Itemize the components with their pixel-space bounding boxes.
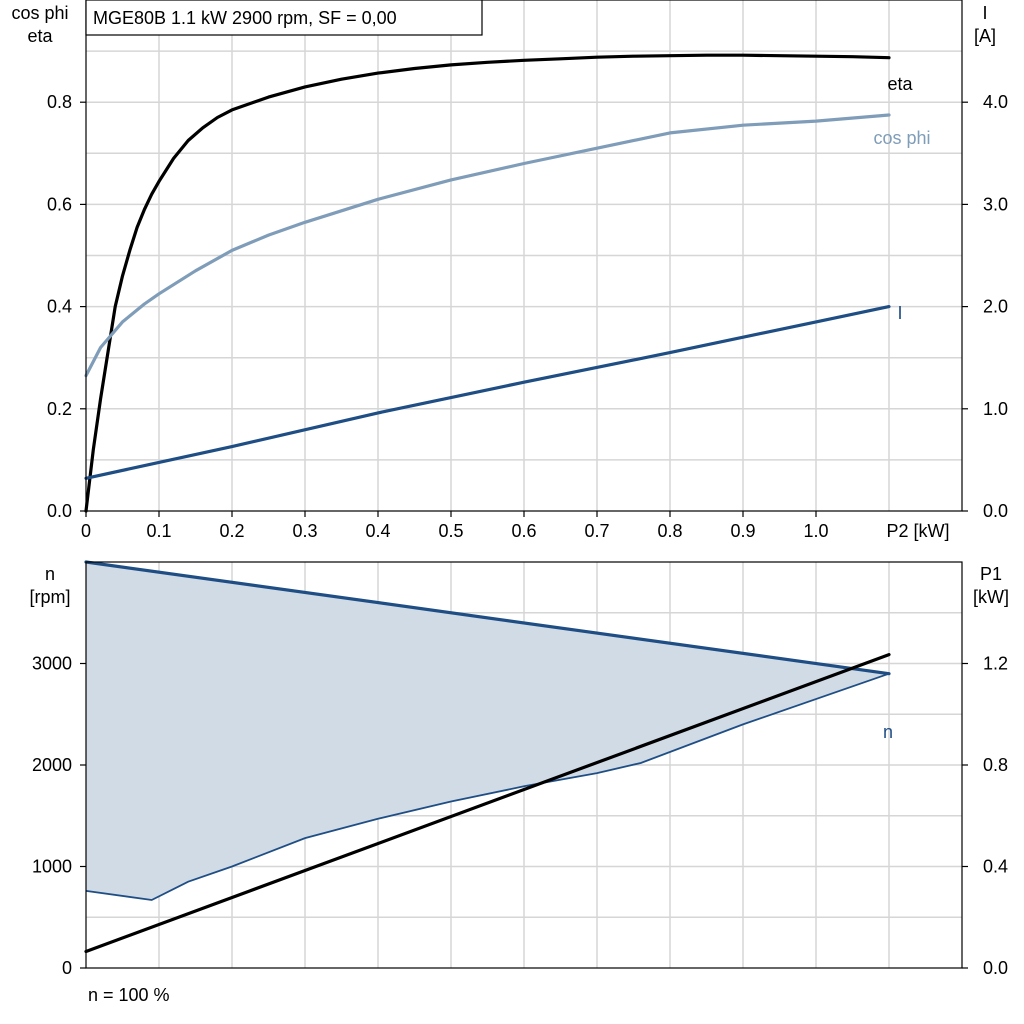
bottom-series-group	[84, 560, 891, 954]
bottom-left-tick-label: 3000	[32, 654, 72, 674]
series-line-cos-phi	[84, 113, 891, 378]
series-line-i	[84, 305, 891, 480]
top-series-group	[84, 53, 891, 513]
right-tick-label: 4.0	[983, 92, 1008, 112]
bottom-left-tick-label: 2000	[32, 755, 72, 775]
speed-range-lower-line	[85, 672, 890, 901]
x-tick-label: 0.8	[657, 521, 682, 541]
bottom-axis-ticks: 0 1000 2000 3000 0.0 0.4 0.8 1.2	[32, 654, 1008, 979]
bottom-left-tick-label: 1000	[32, 857, 72, 877]
x-tick-label: 0.9	[730, 521, 755, 541]
bottom-right-tick-label: 0.4	[983, 857, 1008, 877]
x-axis-label: P2 [kW]	[886, 521, 949, 541]
right-axis-label-i-unit: [A]	[974, 26, 996, 46]
x-tick-label: 0.4	[365, 521, 390, 541]
bottom-left-tick-label: 0	[62, 958, 72, 978]
efficiency-current-chart: 0 0.1 0.2 0.3 0.4 0.5 0.6 0.7 0.8 0.9 1.0 0.0 0.2 0.4…	[11, 0, 1008, 541]
series-label-eta: eta	[887, 74, 913, 94]
x-tick-label: 0	[81, 521, 91, 541]
right-tick-label: 1.0	[983, 399, 1008, 419]
x-tick-label: 0.2	[219, 521, 244, 541]
right-tick-label: 2.0	[983, 297, 1008, 317]
left-tick-label: 0.0	[47, 501, 72, 521]
left-tick-label: 0.2	[47, 399, 72, 419]
series-label-i: I	[897, 303, 902, 323]
left-tick-label: 0.8	[47, 92, 72, 112]
series-line-n	[84, 560, 891, 676]
series-line-p1	[84, 652, 891, 954]
bottom-right-tick-label: 1.2	[983, 654, 1008, 674]
left-axis-label-rpm: [rpm]	[29, 587, 70, 607]
top-grid	[86, 0, 962, 511]
x-tick-label: 0.3	[292, 521, 317, 541]
x-tick-label: 0.5	[438, 521, 463, 541]
left-axis-label-cosphi: cos phi	[11, 3, 68, 23]
x-tick-label: 0.7	[584, 521, 609, 541]
right-axis-label-p1: P1	[980, 564, 1002, 584]
bottom-right-tick-label: 0.0	[983, 958, 1008, 978]
series-label-n: n	[883, 722, 893, 742]
right-axis-label-i: I	[982, 3, 987, 23]
right-tick-label: 3.0	[983, 194, 1008, 214]
x-tick-label: 0.6	[511, 521, 536, 541]
left-axis-label-n: n	[45, 564, 55, 584]
top-axis-ticks: 0 0.1 0.2 0.3 0.4 0.5 0.6 0.7 0.8 0.9 1.0 0.0 0.2 0.4…	[47, 92, 1008, 541]
footer-note: n = 100 %	[88, 985, 170, 1005]
left-axis-label-eta: eta	[27, 26, 53, 46]
x-tick-label: 1.0	[803, 521, 828, 541]
x-tick-label: 0.1	[146, 521, 171, 541]
chart-title: MGE80B 1.1 kW 2900 rpm, SF = 0,00	[93, 8, 397, 28]
right-tick-label: 0.0	[983, 501, 1008, 521]
series-line-eta	[84, 53, 891, 513]
right-axis-label-kw: [kW]	[973, 587, 1009, 607]
bottom-right-tick-label: 0.8	[983, 755, 1008, 775]
left-tick-label: 0.4	[47, 297, 72, 317]
left-tick-label: 0.6	[47, 194, 72, 214]
chart-title-box	[85, 0, 483, 36]
speed-power-chart: 0 1000 2000 3000 0.0 0.4 0.8 1.2 n [rpm] P1 [kW…	[29, 560, 1009, 1005]
series-label-cosphi: cos phi	[873, 128, 930, 148]
